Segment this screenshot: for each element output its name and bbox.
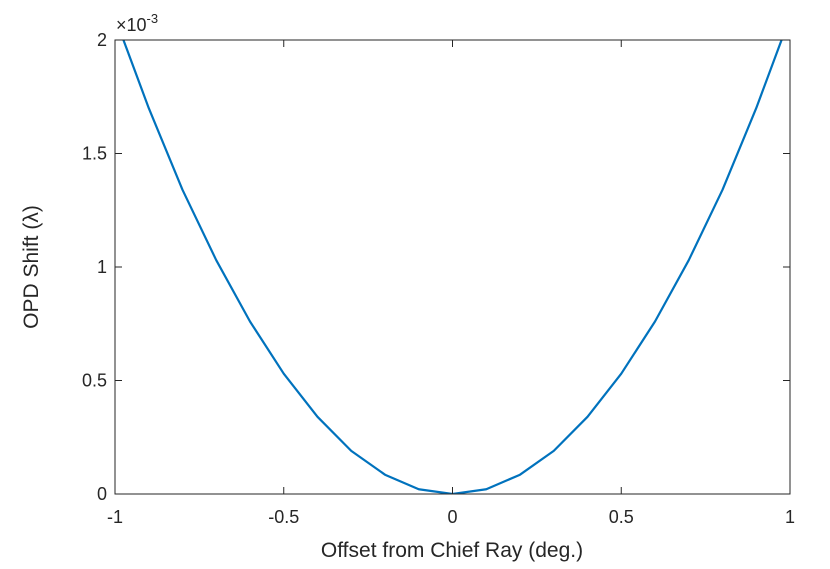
x-axis-label: Offset from Chief Ray (deg.) (321, 539, 583, 562)
y-tick-label-1: 0.5 (82, 371, 107, 391)
ticks-layer (114, 39, 791, 495)
y-exponent-power: -3 (147, 11, 159, 26)
plot-background (115, 40, 790, 494)
y-exponent-label: ×10-3 (116, 11, 158, 35)
y-exponent-times: × (116, 15, 127, 35)
x-tick-label-4: 1 (785, 507, 795, 527)
y-tick-label-3: 1.5 (82, 144, 107, 164)
y-tick-label-4: 2 (97, 30, 107, 50)
x-tick-label-0: -1 (107, 507, 123, 527)
y-tick-label-0: 0 (97, 484, 107, 504)
x-tick-label-3: 0.5 (609, 507, 634, 527)
y-exponent-base: 10 (127, 15, 147, 35)
y-tick-label-2: 1 (97, 257, 107, 277)
series-layer (122, 40, 783, 494)
y-axis-label: OPD Shift (λ) (20, 205, 43, 329)
x-tick-labels: -1 -0.5 0 0.5 1 (107, 507, 795, 527)
y-tick-labels: 0 0.5 1 1.5 2 (82, 30, 107, 504)
series-line-1 (122, 40, 783, 494)
x-tick-label-2: 0 (447, 507, 457, 527)
x-tick-label-1: -0.5 (268, 507, 299, 527)
